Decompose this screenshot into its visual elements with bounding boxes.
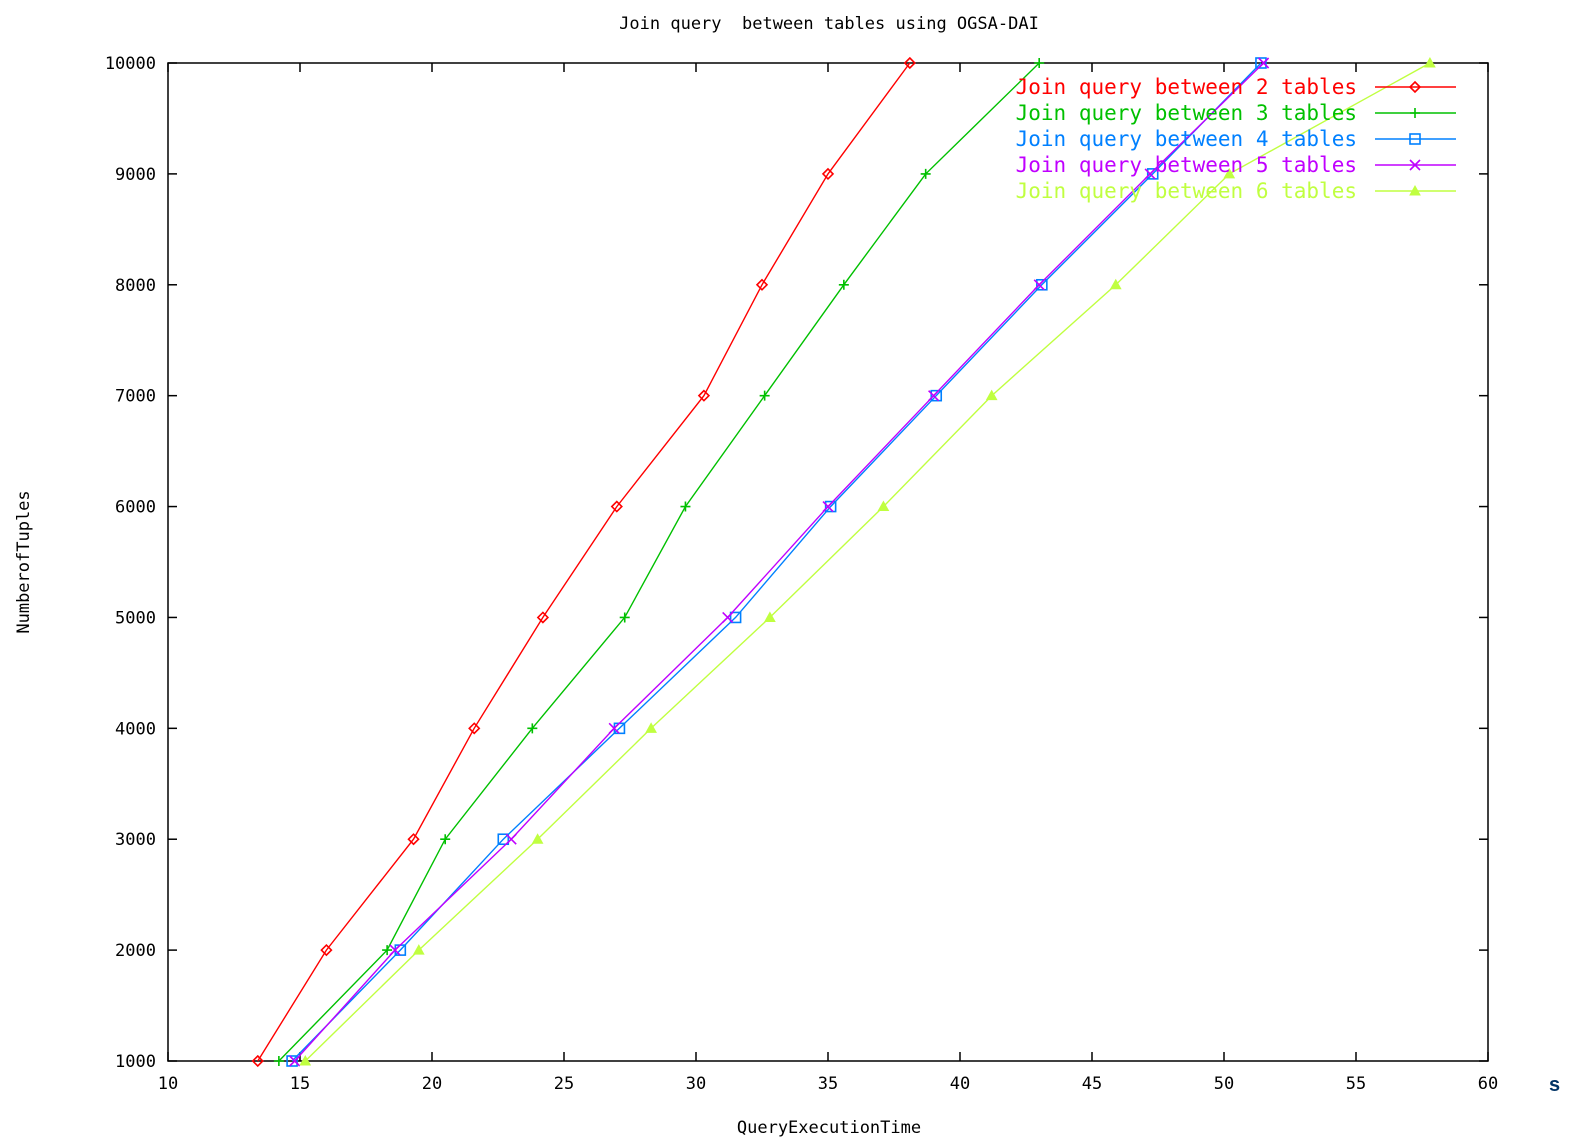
data-point: [389, 944, 401, 956]
y-axis-title: NumberofTuples: [14, 490, 34, 633]
x-tick-label: 30: [686, 1074, 706, 1094]
data-point: [1036, 278, 1048, 291]
data-point: [930, 389, 943, 402]
data-point: [824, 500, 837, 513]
data-point: [1223, 167, 1236, 179]
data-point: [610, 500, 623, 513]
series-line-2: [278, 62, 1040, 1062]
y-tick-label: 9000: [115, 165, 156, 185]
data-point: [468, 722, 481, 735]
plot-area: 10 15 20 25 30 35 40 45 50 55 60 1000 2000 3000 4000 50…: [105, 54, 1498, 1094]
x-tick-label: 10: [158, 1074, 178, 1094]
data-point: [822, 500, 834, 513]
data-point: [497, 833, 510, 846]
data-point: [608, 722, 620, 734]
x-tick-label: 35: [818, 1074, 838, 1094]
x-tick-label: 40: [950, 1074, 970, 1094]
x-tick-label: 15: [290, 1074, 310, 1094]
data-point: [722, 611, 734, 624]
data-point: [838, 279, 849, 290]
legend-entry-label: Join query between 6 tables: [1016, 179, 1357, 203]
data-point: [289, 1055, 301, 1067]
data-point: [273, 1056, 284, 1066]
legend-entry-label: Join query between 2 tables: [1016, 75, 1357, 99]
data-point: [1255, 57, 1267, 69]
data-point: [680, 501, 691, 512]
x-axis-title: QueryExecutionTime: [737, 1118, 921, 1138]
legend-entry-marker: [1408, 80, 1422, 94]
x-tick-label: 50: [1214, 1074, 1234, 1094]
series-line-4: [294, 62, 1265, 1062]
y-tick-label: 8000: [115, 276, 156, 296]
y-tick-label: 2000: [115, 941, 156, 961]
data-point: [412, 944, 425, 955]
data-point: [928, 390, 940, 402]
data-point: [505, 833, 517, 845]
data-point: [251, 1054, 264, 1068]
legend-entry-label: Join query between 5 tables: [1016, 153, 1357, 177]
data-point: [527, 723, 538, 734]
y-tick-label: 4000: [115, 719, 156, 739]
series-line-1: [257, 62, 911, 1062]
data-point: [821, 167, 835, 181]
data-point: [729, 611, 742, 624]
data-point: [619, 612, 630, 623]
series-line-3: [291, 62, 1262, 1062]
data-point: [759, 390, 770, 401]
legend-entry-label: Join query between 3 tables: [1016, 101, 1357, 125]
data-point: [286, 1055, 298, 1067]
data-point: [985, 389, 998, 401]
data-point: [440, 834, 451, 845]
y-tick-label: 6000: [115, 498, 156, 518]
y-tick-label: 7000: [115, 387, 156, 407]
plot-frame: [167, 62, 1489, 1062]
data-point: [299, 1054, 312, 1066]
x-tick-label: 25: [554, 1074, 574, 1094]
data-point: [755, 278, 769, 291]
legend-entry-label: Join query between 4 tables: [1016, 127, 1357, 151]
legend-entry-marker: [1410, 108, 1420, 118]
data-point: [920, 168, 931, 179]
data-point: [407, 833, 420, 846]
y-tick-label: 5000: [115, 608, 156, 628]
legend-entry-marker: [1409, 133, 1421, 145]
data-point: [1258, 57, 1270, 69]
chart-title: Join query between tables using OGSA-DAI: [619, 14, 1039, 34]
data-point: [1033, 279, 1045, 291]
data-point: [903, 56, 916, 70]
data-point: [320, 943, 333, 957]
data-point: [536, 611, 550, 624]
y-tick-label: 1000: [115, 1052, 156, 1072]
data-point: [531, 833, 544, 844]
data-point: [1109, 278, 1122, 290]
data-point: [1034, 58, 1045, 68]
series-line-5: [304, 62, 1431, 1062]
data-point: [697, 389, 711, 402]
data-point: [764, 611, 776, 622]
legend-entry-marker: [1409, 159, 1421, 171]
y-tick-label: 10000: [105, 54, 156, 74]
legend-entry-marker: [1409, 184, 1421, 196]
data-point: [1146, 168, 1159, 180]
data-point: [877, 500, 890, 512]
x-tick-label: 20: [422, 1074, 442, 1094]
data-point: [1424, 56, 1436, 68]
data-point: [1144, 168, 1156, 180]
y-tick-label: 3000: [115, 830, 156, 850]
units-note: s: [1549, 1074, 1561, 1096]
x-tick-label: 60: [1478, 1074, 1498, 1094]
data-point: [645, 722, 657, 733]
data-point: [382, 945, 393, 956]
x-tick-label: 45: [1082, 1074, 1102, 1094]
x-tick-label: 55: [1346, 1074, 1366, 1094]
